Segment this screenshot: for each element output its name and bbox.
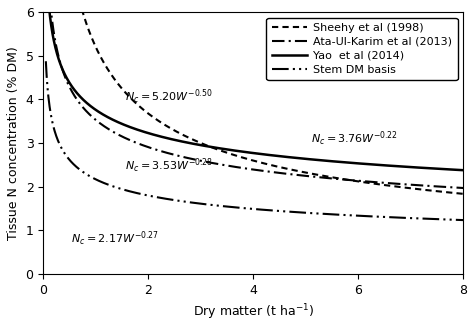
Ata-Ul-Karim et al (2013) [460,186,466,190]
Yao  et al (2014) [376,163,382,167]
Sheehy et al (1998) [212,146,218,150]
Legend: Sheehy et al (1998), Ata-Ul-Karim et al (2013), Yao  et al (2014), Stem DM basis: Sheehy et al (1998), Ata-Ul-Karim et al … [266,17,457,80]
Stem DM basis [376,215,382,219]
Line: Yao  et al (2014): Yao et al (2014) [46,0,463,170]
Stem DM basis [212,203,218,207]
Yao  et al (2014) [227,148,232,152]
Line: Stem DM basis: Stem DM basis [46,61,463,220]
Line: Ata-Ul-Karim et al (2013): Ata-Ul-Karim et al (2013) [46,0,463,188]
Ata-Ul-Karim et al (2013) [212,162,218,165]
Y-axis label: Tissue N concentration (% DM): Tissue N concentration (% DM) [7,46,20,240]
Stem DM basis [227,205,232,209]
X-axis label: Dry matter (t ha$^{-1}$): Dry matter (t ha$^{-1}$) [192,302,314,322]
Stem DM basis [86,173,91,177]
Ata-Ul-Karim et al (2013) [227,164,232,168]
Sheehy et al (1998) [460,192,466,196]
Stem DM basis [368,215,374,218]
Ata-Ul-Karim et al (2013) [376,180,382,184]
Stem DM basis [329,213,335,216]
Line: Sheehy et al (1998): Sheehy et al (1998) [46,0,463,194]
Sheehy et al (1998) [227,152,232,156]
Ata-Ul-Karim et al (2013) [86,111,91,115]
Yao  et al (2014) [212,145,218,149]
Text: $N_c=5.20W^{-0.50}$: $N_c=5.20W^{-0.50}$ [125,88,212,106]
Text: $N_c=3.76W^{-0.22}$: $N_c=3.76W^{-0.22}$ [311,130,398,148]
Sheehy et al (1998) [86,27,91,31]
Sheehy et al (1998) [329,175,335,179]
Text: $N_c=2.17W^{-0.27}$: $N_c=2.17W^{-0.27}$ [71,229,158,247]
Text: $N_c=3.53W^{-0.28}$: $N_c=3.53W^{-0.28}$ [125,157,212,175]
Sheehy et al (1998) [376,182,382,186]
Yao  et al (2014) [460,168,466,172]
Sheehy et al (1998) [368,181,374,185]
Yao  et al (2014) [329,159,335,163]
Stem DM basis [43,59,49,63]
Yao  et al (2014) [86,102,91,106]
Yao  et al (2014) [368,163,374,166]
Ata-Ul-Karim et al (2013) [329,177,335,181]
Stem DM basis [460,218,466,222]
Ata-Ul-Karim et al (2013) [368,180,374,184]
